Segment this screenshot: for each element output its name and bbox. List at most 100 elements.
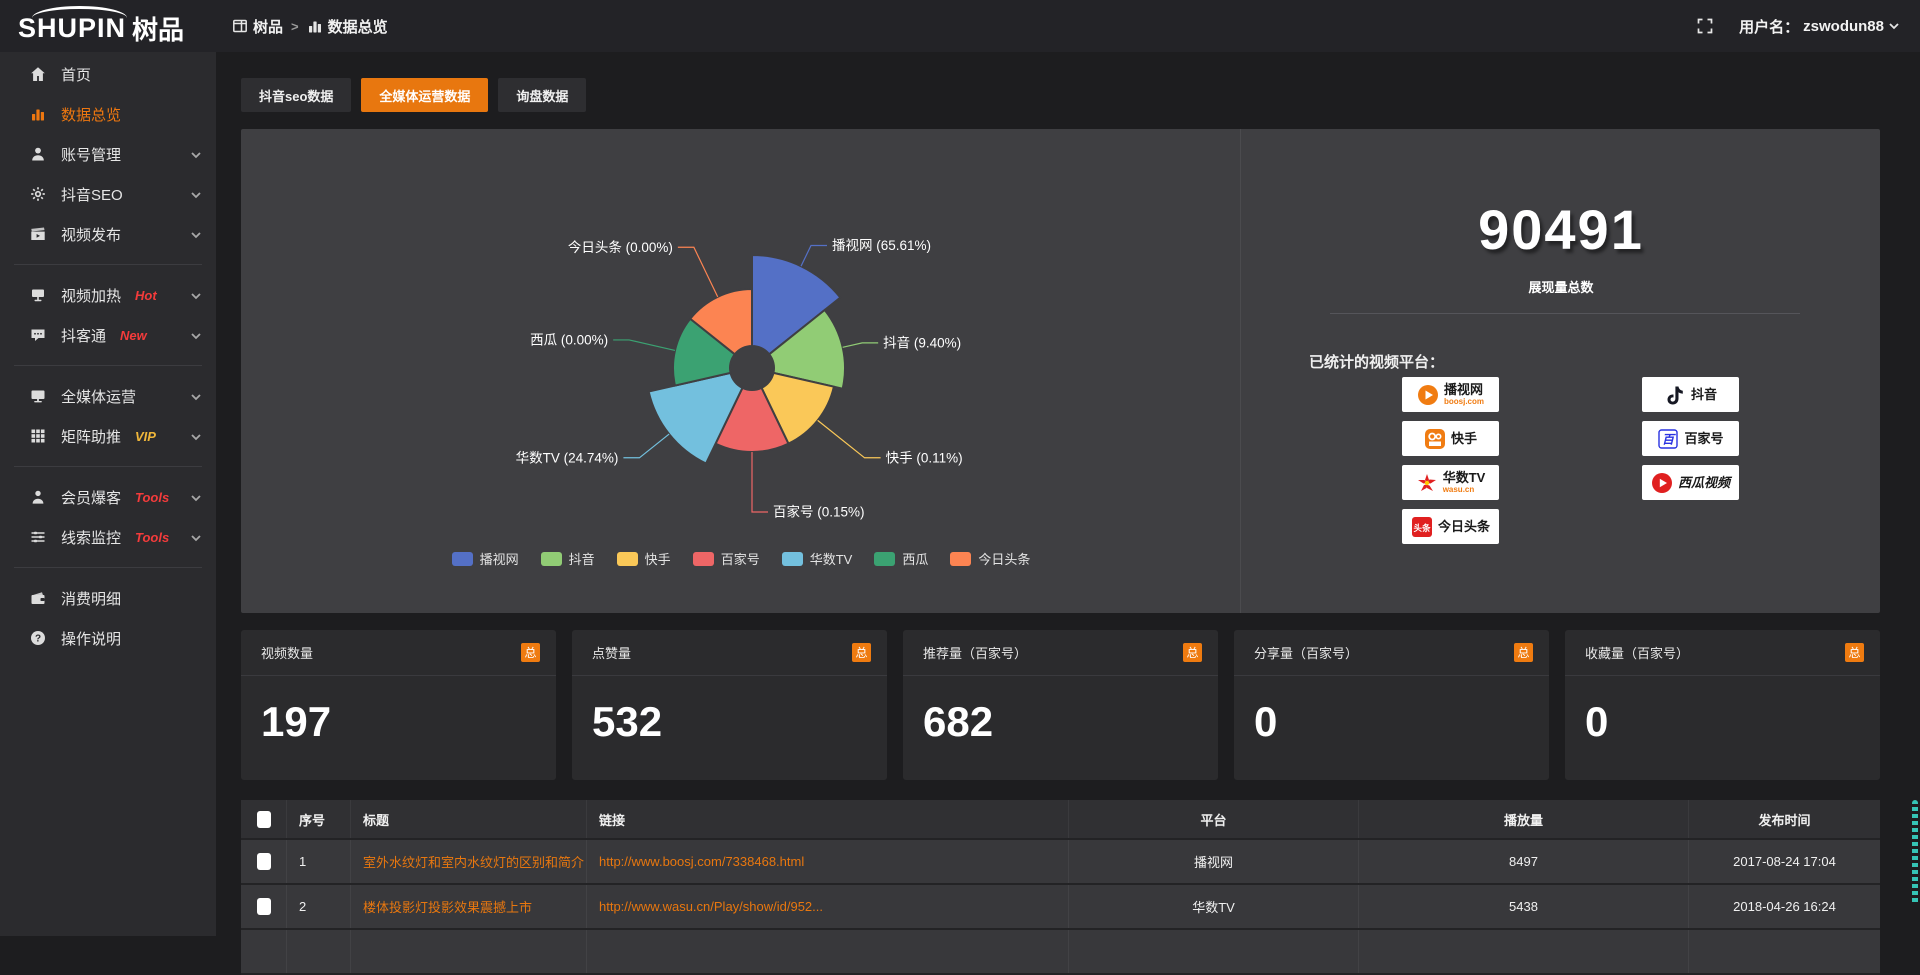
baijiahao-logo-icon: 百 — [1657, 428, 1679, 450]
legend-item-今日头条[interactable]: 今日头条 — [950, 549, 1030, 568]
chevron-down-icon — [190, 188, 202, 200]
pie-label-今日头条: 今日头条 (0.00%) — [568, 239, 673, 255]
tab-inquiry-data[interactable]: 询盘数据 — [498, 78, 587, 112]
cell-title[interactable] — [351, 930, 587, 973]
kuaishou-logo-icon — [1424, 428, 1446, 450]
stat-card-value: 0 — [1585, 698, 1609, 745]
monitor-icon — [30, 388, 46, 404]
pie-slice-华数TV[interactable] — [647, 371, 744, 465]
cell-views: 5438 — [1359, 885, 1689, 928]
boosj-logo-icon — [1417, 384, 1439, 406]
sidebar-item-label: 账号管理 — [61, 146, 122, 164]
grid-icon — [30, 428, 46, 444]
col-header-time: 发布时间 — [1758, 812, 1811, 828]
breadcrumb: 树品 > 数据总览 — [232, 0, 388, 52]
pie-label-抖音: 抖音 (9.40%) — [883, 334, 961, 350]
cell-platform: 播视网 — [1069, 840, 1359, 883]
legend-item-西瓜[interactable]: 西瓜 — [874, 549, 928, 568]
chevron-down-icon — [190, 228, 202, 240]
sidebar-item-matrix-boost[interactable]: 矩阵助推 VIP — [0, 416, 216, 456]
sidebar-item-member-baoke[interactable]: 会员爆客 Tools — [0, 477, 216, 517]
sidebar-item-label: 抖音SEO — [61, 186, 123, 204]
user-menu[interactable]: 用户名： zswodun88 — [1739, 16, 1900, 37]
legend-label: 播视网 — [479, 552, 519, 567]
breadcrumb-current[interactable]: 数据总览 — [307, 16, 388, 37]
pie-svg: 播视网 (65.61%) 抖音 (9.40%) 快手 (0.11%) 百家号 (0.1… — [516, 238, 963, 520]
cell-title[interactable]: 楼体投影灯投影效果震撼上市 — [351, 885, 587, 928]
sidebar-item-video-publish[interactable]: 视频发布 — [0, 214, 216, 254]
legend-item-抖音[interactable]: 抖音 — [540, 549, 595, 568]
sidebar-item-data-overview[interactable]: 数据总览 — [0, 94, 216, 134]
platform-name: 百家号 — [1684, 431, 1724, 446]
cell-platform: 华数TV — [1069, 885, 1359, 928]
select-all-checkbox[interactable] — [256, 810, 271, 828]
total-badge: 总 — [1845, 643, 1864, 662]
legend-item-华数TV[interactable]: 华数TV — [781, 549, 852, 568]
platform-name: 华数TV — [1442, 470, 1486, 485]
table-row[interactable]: 1 室外水纹灯和室内水纹灯的区别和简介 http://www.boosj.com… — [241, 840, 1880, 885]
stat-card-0: 视频数量 总 197 — [241, 630, 556, 780]
row-checkbox[interactable] — [256, 898, 271, 915]
wallet-icon — [30, 590, 46, 606]
summary-divider — [1330, 313, 1800, 314]
pie-label-line — [677, 246, 719, 298]
stat-card-3: 分享量（百家号） 总 0 — [1234, 630, 1549, 780]
top-bar: SHUPIN 树品 树品 > 数据总览 用户名： zswodun88 — [0, 0, 1920, 52]
legend-swatch — [950, 551, 972, 566]
stat-card-2: 推荐量（百家号） 总 682 — [903, 630, 1218, 780]
platform-name: 播视网 — [1443, 382, 1483, 397]
logo-text-en: SHUPIN — [18, 5, 127, 44]
stat-card-value: 532 — [592, 698, 663, 745]
cell-title[interactable]: 室外水纹灯和室内水纹灯的区别和简介 — [351, 840, 587, 883]
sidebar-item-account-manage[interactable]: 账号管理 — [0, 134, 216, 174]
bar-chart-icon — [30, 106, 46, 122]
cell-index — [287, 930, 351, 973]
pie-slice-抖音[interactable] — [767, 308, 846, 390]
sidebar-item-consume-detail[interactable]: 消费明细 — [0, 578, 216, 618]
legend-swatch — [874, 551, 896, 566]
tab-douyin-seo-data[interactable]: 抖音seo数据 — [241, 78, 352, 112]
sliders-icon — [30, 529, 46, 545]
stat-card-1: 点赞量 总 532 — [572, 630, 887, 780]
sidebar-item-media-ops[interactable]: 全媒体运营 — [0, 376, 216, 416]
chat-icon — [30, 327, 46, 343]
stat-card-label: 视频数量 — [261, 646, 314, 661]
sidebar-item-clue-monitor[interactable]: 线索监控 Tools — [0, 517, 216, 557]
scrollbar-thumb[interactable] — [1912, 800, 1918, 905]
sidebar-item-video-heat[interactable]: 视频加热 Hot — [0, 275, 216, 315]
legend-label: 百家号 — [720, 552, 760, 567]
chevron-down-icon — [190, 390, 202, 402]
cell-link[interactable] — [587, 930, 1069, 973]
sidebar-item-home[interactable]: 首页 — [0, 54, 216, 94]
legend-label: 今日头条 — [978, 552, 1031, 567]
table-row-partial[interactable] — [241, 930, 1880, 975]
breadcrumb-root[interactable]: 树品 — [232, 16, 283, 37]
platform-name: 今日头条 — [1437, 519, 1490, 534]
pie-slice-播视网[interactable] — [751, 253, 842, 356]
app-logo[interactable]: SHUPIN 树品 — [18, 5, 216, 50]
table-row[interactable]: 2 楼体投影灯投影效果震撼上市 http://www.wasu.cn/Play/… — [241, 885, 1880, 930]
platform-name: 快手 — [1450, 431, 1477, 446]
cell-link[interactable]: http://www.wasu.cn/Play/show/id/952... — [587, 885, 1069, 928]
pie-label-百家号: 百家号 (0.15%) — [773, 504, 865, 520]
cell-link[interactable]: http://www.boosj.com/7338468.html — [587, 840, 1069, 883]
sidebar-item-douyin-seo[interactable]: 抖音SEO — [0, 174, 216, 214]
legend-item-快手[interactable]: 快手 — [616, 549, 671, 568]
legend-item-百家号[interactable]: 百家号 — [692, 549, 760, 568]
pie-slice-今日头条[interactable] — [688, 287, 753, 356]
tab-media-ops-data[interactable]: 全媒体运营数据 — [361, 78, 489, 112]
legend-item-播视网[interactable]: 播视网 — [451, 549, 519, 568]
sidebar-item-douketong[interactable]: 抖客通 New — [0, 315, 216, 355]
row-checkbox[interactable] — [256, 853, 271, 870]
platform-badge-xigua: 西瓜视频 — [1642, 465, 1739, 500]
chevron-down-icon — [190, 289, 202, 301]
sidebar-item-instructions[interactable]: ? 操作说明 — [0, 618, 216, 658]
svg-text:百: 百 — [1662, 432, 1676, 446]
platform-badges-right: 抖音 百 百家号 西瓜视频 — [1642, 377, 1739, 500]
chart-legend: 播视网 抖音 快手 百家号 华数TV 西 — [241, 549, 1241, 568]
window-icon — [232, 18, 248, 34]
pie-label-西瓜: 西瓜 (0.00%) — [530, 332, 608, 347]
fullscreen-icon[interactable] — [1697, 18, 1713, 34]
sidebar-item-label: 全媒体运营 — [61, 388, 137, 406]
pie-label-line — [623, 433, 670, 459]
